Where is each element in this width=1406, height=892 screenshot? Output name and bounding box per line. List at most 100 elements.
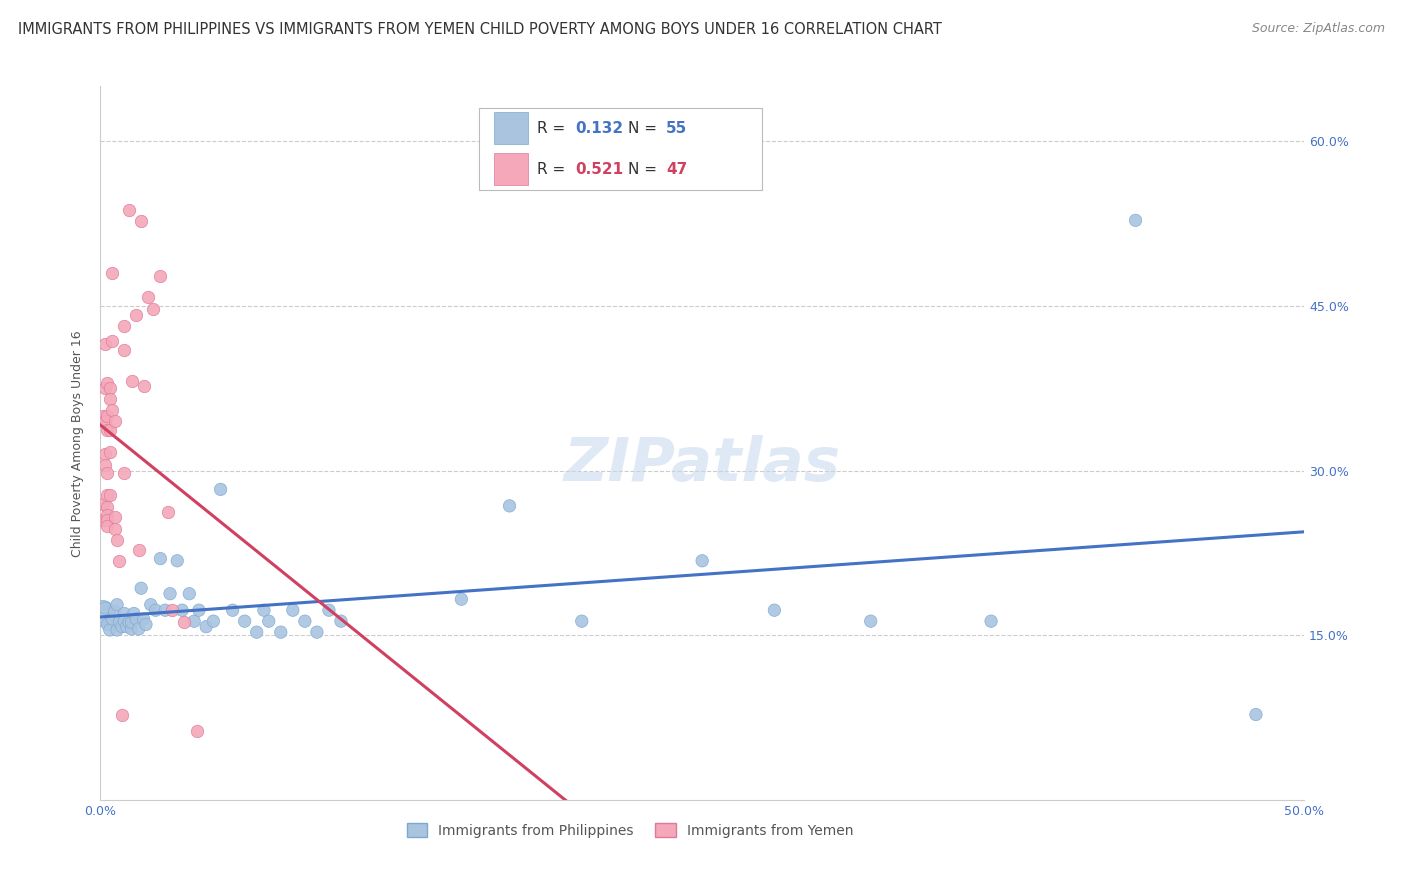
Point (104, 509, 127, 524)
Point (270, 625, 292, 640)
Point (108, 554, 131, 568)
Point (980, 614, 1002, 628)
Point (96, 423, 118, 437)
Point (98, 423, 121, 437)
Point (246, 625, 269, 640)
Point (294, 614, 316, 628)
Point (101, 266, 124, 280)
Point (179, 587, 201, 601)
Point (118, 203, 141, 218)
Point (132, 612, 155, 626)
Point (98, 623, 121, 637)
Point (202, 614, 225, 628)
Point (96, 513, 118, 527)
Point (91, 607, 114, 621)
Point (104, 522, 127, 536)
Point (94, 337, 117, 351)
Point (112, 607, 135, 621)
Point (98, 392, 121, 407)
Point (105, 623, 128, 637)
Point (221, 603, 243, 617)
Point (233, 614, 256, 628)
Point (142, 302, 165, 317)
Point (859, 614, 882, 628)
Point (122, 607, 145, 621)
Point (281, 603, 304, 617)
Point (96, 488, 118, 502)
Point (108, 615, 131, 630)
Point (112, 466, 135, 480)
Point (96, 376, 118, 390)
Point (121, 374, 143, 388)
Point (115, 620, 138, 634)
Y-axis label: Child Poverty Among Boys Under 16: Child Poverty Among Boys Under 16 (72, 330, 84, 557)
Point (209, 483, 232, 497)
Point (94, 447, 117, 461)
FancyBboxPatch shape (479, 108, 762, 190)
Point (94, 458, 117, 473)
Point (132, 379, 155, 393)
Text: N =: N = (627, 161, 661, 177)
Point (318, 603, 340, 617)
Point (105, 598, 128, 612)
Point (571, 614, 593, 628)
Point (91, 497, 114, 511)
Point (118, 615, 141, 630)
Point (96, 500, 118, 514)
Text: 55: 55 (666, 120, 688, 136)
Point (98, 381, 121, 395)
Point (1244, 707, 1267, 722)
Point (170, 603, 193, 617)
Point (257, 614, 280, 628)
Point (330, 614, 353, 628)
Point (139, 598, 162, 612)
Point (112, 343, 135, 357)
FancyBboxPatch shape (494, 153, 527, 186)
Point (111, 707, 134, 722)
Point (101, 403, 124, 417)
Text: 47: 47 (666, 161, 688, 177)
Point (91, 513, 114, 527)
Point (498, 499, 520, 513)
Point (96, 409, 118, 423)
Point (112, 614, 135, 628)
Point (101, 334, 124, 348)
Point (305, 625, 328, 640)
Point (128, 542, 150, 557)
Point (159, 587, 181, 601)
Point (155, 603, 177, 617)
Point (96, 466, 118, 480)
Point (94, 601, 117, 615)
Point (94, 381, 117, 395)
Text: N =: N = (627, 120, 661, 136)
Text: R =: R = (537, 120, 571, 136)
Point (195, 620, 218, 634)
Point (125, 308, 148, 322)
Point (96, 508, 118, 522)
Point (156, 506, 179, 520)
Text: 0.132: 0.132 (575, 120, 624, 136)
Point (125, 612, 148, 626)
Point (162, 603, 184, 617)
Point (166, 554, 188, 568)
Point (149, 551, 172, 566)
Point (450, 592, 472, 607)
Point (763, 603, 786, 617)
Point (111, 620, 134, 634)
Text: ZIPatlas: ZIPatlas (564, 435, 841, 494)
Point (187, 603, 209, 617)
Point (253, 603, 276, 617)
Point (98, 445, 121, 459)
Point (149, 269, 172, 284)
Point (101, 612, 124, 626)
FancyBboxPatch shape (494, 112, 527, 145)
Point (104, 604, 127, 618)
Point (128, 622, 150, 636)
Point (121, 622, 143, 636)
Text: IMMIGRANTS FROM PHILIPPINES VS IMMIGRANTS FROM YEMEN CHILD POVERTY AMONG BOYS UN: IMMIGRANTS FROM PHILIPPINES VS IMMIGRANT… (18, 22, 942, 37)
Text: Source: ZipAtlas.com: Source: ZipAtlas.com (1251, 22, 1385, 36)
Point (135, 617, 157, 632)
Point (96, 518, 118, 533)
Point (121, 615, 143, 630)
Point (186, 724, 208, 739)
